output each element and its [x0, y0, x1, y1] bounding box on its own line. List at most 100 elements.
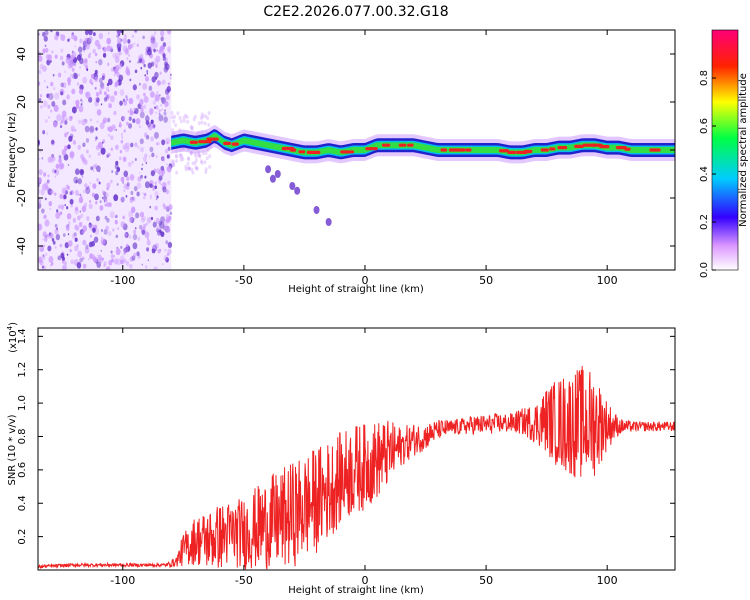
noise-speck	[45, 252, 48, 257]
noise-speck	[106, 217, 110, 223]
fringe-speck	[170, 115, 174, 120]
noise-speck	[143, 192, 147, 197]
noise-speck	[115, 214, 118, 218]
noise-speck	[165, 206, 169, 211]
noise-speck	[136, 251, 140, 257]
ridge-peak	[340, 150, 355, 154]
noise-speck	[47, 245, 52, 252]
noise-speck	[161, 139, 166, 146]
noise-speck	[107, 78, 113, 86]
noise-speck	[123, 170, 129, 178]
noise-speck	[112, 125, 115, 130]
spectrogram-panel: -100 -50 0 50 100 -40 -20 0 20 40 Height of strai…	[7, 29, 676, 295]
snr-y-tick-label: 0.6	[17, 462, 28, 478]
noise-speck	[142, 157, 144, 160]
fringe-speck	[204, 167, 208, 172]
noise-speck	[62, 82, 67, 89]
noise-speck	[156, 80, 161, 86]
noise-speck	[39, 63, 44, 70]
noise-speck	[96, 178, 99, 182]
noise-speck	[123, 129, 126, 133]
noise-speck	[38, 148, 42, 153]
fringe-speck	[203, 160, 207, 165]
noise-speck	[67, 233, 70, 236]
fringe-speck	[193, 114, 197, 119]
noise-speck	[153, 185, 155, 188]
noise-speck	[88, 126, 94, 134]
noise-speck	[163, 159, 165, 162]
noise-speck	[38, 256, 43, 264]
noise-speck	[40, 105, 43, 109]
noise-speck	[123, 252, 126, 256]
noise-speck	[146, 239, 151, 246]
noise-speck	[87, 185, 90, 189]
fringe-speck	[207, 111, 211, 116]
noise-speck	[163, 116, 168, 123]
fringe-speck	[172, 162, 176, 167]
noise-speck	[103, 97, 108, 102]
noise-speck	[85, 186, 91, 195]
noise-speck	[125, 121, 129, 126]
fringe-speck	[195, 166, 199, 171]
noise-speck	[126, 57, 129, 61]
noise-speck	[38, 81, 41, 86]
noise-speck	[82, 189, 86, 194]
noise-speck	[66, 213, 72, 220]
scatter-blob	[294, 186, 301, 195]
noise-speck	[139, 211, 145, 218]
spectrogram-y-tick-label: 0	[15, 147, 28, 154]
noise-speck	[84, 125, 90, 133]
noise-speck	[167, 241, 173, 249]
noise-speck	[166, 216, 171, 223]
ridge-peak	[198, 140, 212, 144]
noise-speck	[159, 229, 162, 233]
colorbar-tick-label: 0.0	[699, 262, 710, 278]
noise-speck	[92, 256, 98, 263]
noise-speck	[97, 151, 101, 157]
noise-speck	[54, 92, 60, 100]
noise-speck	[38, 188, 41, 195]
noise-speck	[149, 44, 155, 51]
noise-speck	[137, 61, 139, 64]
noise-speck	[107, 89, 110, 92]
fringe-speck	[200, 112, 204, 117]
noise-speck	[126, 182, 130, 187]
noise-speck	[164, 148, 169, 154]
noise-speck	[78, 73, 80, 77]
noise-speck	[147, 123, 153, 131]
noise-speck	[94, 138, 97, 142]
noise-speck	[141, 263, 144, 266]
noise-speck	[163, 255, 168, 261]
noise-speck	[92, 48, 96, 54]
noise-speck	[49, 207, 52, 211]
noise-speck	[150, 216, 154, 221]
noise-speck	[149, 146, 154, 153]
ridge-peak	[306, 150, 321, 154]
noise-speck	[155, 217, 160, 224]
noise-speck	[124, 34, 127, 38]
noise-speck	[69, 198, 74, 205]
noise-speck	[133, 42, 136, 45]
noise-speck	[59, 125, 63, 129]
spectrogram-y-tick-label: 40	[15, 47, 28, 61]
noise-speck	[149, 205, 152, 209]
noise-speck	[99, 87, 103, 92]
noise-speck	[161, 108, 163, 111]
noise-speck	[158, 179, 162, 185]
noise-speck	[143, 157, 147, 162]
fringe-speck	[184, 167, 188, 172]
noise-speck	[100, 103, 103, 106]
noise-speck	[65, 225, 68, 228]
fringe-speck	[206, 116, 210, 121]
noise-speck	[101, 85, 105, 90]
noise-speck	[57, 255, 61, 261]
noise-speck	[122, 258, 127, 264]
noise-speck	[112, 228, 115, 232]
noise-speck	[123, 183, 128, 190]
fringe-speck	[171, 162, 175, 167]
noise-speck	[109, 154, 111, 157]
noise-speck	[76, 82, 80, 86]
colorbar-tick-label: 0.4	[699, 166, 710, 182]
noise-speck	[81, 256, 85, 261]
noise-speck	[45, 185, 49, 191]
